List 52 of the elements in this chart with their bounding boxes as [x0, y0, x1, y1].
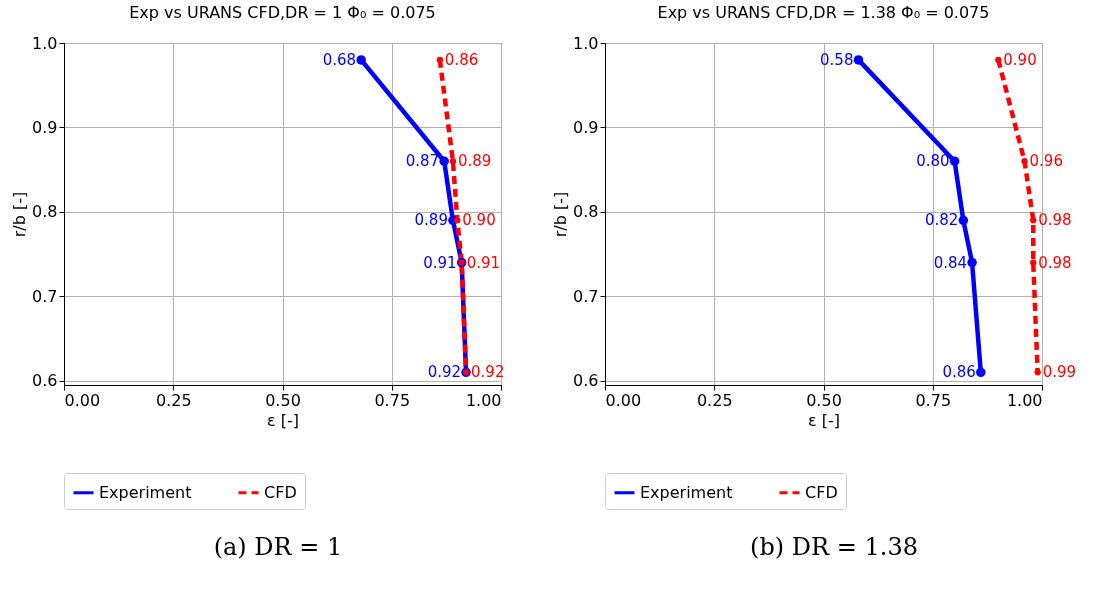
- y-tick-label: 0.9: [572, 117, 598, 137]
- y-tick-label: 0.6: [32, 371, 58, 391]
- text: (a) DR = 1: [213, 533, 343, 561]
- annotation: 0.87: [405, 152, 440, 171]
- annotation: 0.80: [915, 152, 950, 171]
- annotation: 0.91: [423, 253, 457, 272]
- x-tick-label: 0.25: [155, 390, 192, 410]
- x-axis-title: ε [-]: [807, 410, 840, 430]
- x-tick-label: 1.00: [1006, 390, 1042, 410]
- y-tick-label: 0.8: [32, 202, 58, 222]
- x-tick-label: 1.00: [465, 390, 502, 410]
- annotation: 0.58: [819, 50, 853, 69]
- annotation: 0.96: [1029, 152, 1063, 171]
- annotation: 0.84: [933, 253, 967, 272]
- annotation: 0.89: [414, 211, 448, 230]
- text: (b) DR = 1.38: [750, 533, 918, 561]
- chart-title: Exp vs URANS CFD,DR = 1 Φ₀ = 0.075: [129, 3, 436, 22]
- chart-title: Exp vs URANS CFD,DR = 1.38 Φ₀ = 0.075: [657, 3, 989, 22]
- annotation: 0.98: [1037, 253, 1072, 272]
- x-axis-title: ε [-]: [267, 410, 299, 430]
- y-tick-label: 0.6: [572, 371, 598, 391]
- y-tick-label: 0.7: [572, 286, 598, 306]
- annotation: 0.86: [444, 50, 479, 69]
- legend-label: CFD: [804, 482, 838, 502]
- legend-label: Experiment: [99, 482, 192, 502]
- annotation: 0.90: [462, 211, 496, 230]
- y-tick-label: 1.0: [572, 33, 598, 53]
- annotation: 0.91: [466, 253, 501, 272]
- x-tick-label: 0.50: [805, 390, 842, 410]
- x-tick-label: 0.00: [605, 390, 641, 410]
- annotation: 0.99: [1042, 363, 1076, 382]
- y-tick-label: 0.8: [572, 202, 598, 222]
- y-tick-label: 1.0: [32, 33, 58, 53]
- y-axis-title: r/b [-]: [10, 191, 30, 238]
- x-tick-label: 0.00: [64, 390, 101, 410]
- x-tick-label: 0.50: [265, 390, 301, 410]
- annotation: 0.92: [471, 363, 505, 382]
- annotation: 0.86: [941, 363, 976, 382]
- x-tick-label: 0.25: [696, 390, 733, 410]
- annotation: 0.68: [322, 50, 357, 69]
- y-axis-title: r/b [-]: [550, 191, 570, 238]
- annotation: 0.90: [1002, 50, 1037, 69]
- annotation: 0.89: [457, 152, 492, 171]
- annotation: 0.92: [427, 363, 462, 382]
- annotation: 0.98: [1037, 211, 1072, 230]
- y-tick-label: 0.7: [32, 286, 58, 306]
- annotation: 0.82: [924, 211, 958, 230]
- x-tick-label: 0.75: [914, 390, 951, 410]
- legend-label: Experiment: [639, 482, 732, 502]
- legend-label: CFD: [264, 482, 297, 502]
- y-tick-label: 0.9: [32, 117, 58, 137]
- x-tick-label: 0.75: [374, 390, 411, 410]
